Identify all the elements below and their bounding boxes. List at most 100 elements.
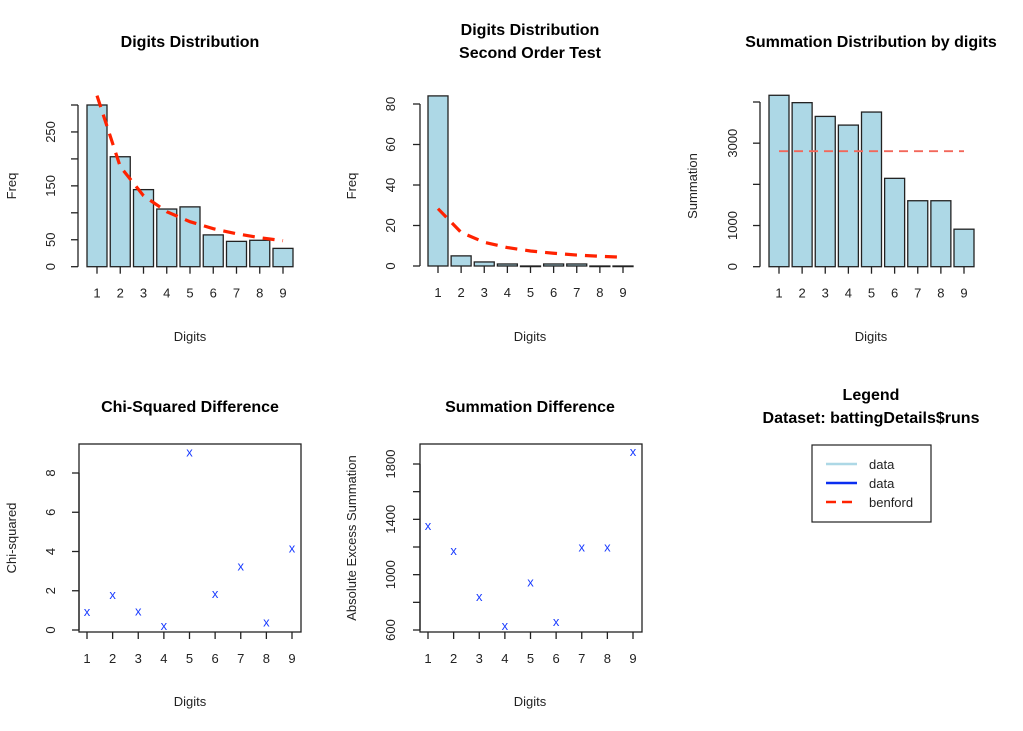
- x-tick-label: 6: [212, 651, 219, 666]
- x-tick-label: 9: [279, 286, 286, 301]
- bar-digit-3: [132, 188, 155, 268]
- x-tick-label: 7: [914, 286, 921, 301]
- bar-digit-5: [860, 111, 883, 268]
- x-tick-label: 1: [83, 651, 90, 666]
- bar-digit-1: [86, 104, 108, 268]
- chart-title: Chi-Squared Difference: [101, 399, 279, 416]
- x-tick-label: 5: [527, 651, 534, 666]
- x-tick-label: 6: [210, 286, 217, 301]
- chi-squared-panel: Chi-Squared Difference Digits Chi-square…: [4, 399, 302, 709]
- bar-digit-6: [883, 177, 906, 268]
- bar-digit-4: [837, 124, 860, 268]
- point-digit-9: x: [289, 540, 296, 555]
- point-digit-2: x: [450, 543, 457, 558]
- x-tick-label: 8: [604, 651, 611, 666]
- x-axis: 1 2 3 4 5 6 7 8 9: [434, 266, 627, 300]
- point-digit-5: x: [186, 445, 193, 460]
- bars: [86, 104, 294, 268]
- point-digit-4: x: [161, 618, 168, 633]
- point-digit-5: x: [527, 574, 534, 589]
- y-tick-label: 4: [43, 548, 58, 555]
- y-axis-label: Summation: [685, 153, 700, 219]
- bar-digit-9: [953, 228, 975, 268]
- summation-difference-panel: Summation Difference Digits Absolute Exc…: [344, 399, 643, 709]
- x-tick-label: 3: [476, 651, 483, 666]
- bars: [427, 95, 634, 268]
- points: x x x x x x x x x: [84, 445, 296, 634]
- x-tick-label: 5: [186, 651, 193, 666]
- point-digit-8: x: [263, 614, 270, 629]
- legend-item: data: [826, 476, 895, 491]
- bar-digit-8: [589, 265, 611, 268]
- x-tick-label: 8: [263, 651, 270, 666]
- x-axis: 1 2 3 4 5 6 7 8 9: [775, 266, 968, 301]
- point-digit-6: x: [212, 586, 219, 601]
- x-tick-label: 7: [573, 285, 580, 300]
- bar-digit-7: [225, 240, 248, 268]
- x-tick-label: 2: [458, 285, 465, 300]
- y-tick-label: 0: [43, 626, 58, 633]
- y-tick-label: 0: [383, 262, 398, 269]
- y-tick-label: 150: [43, 175, 58, 197]
- y-tick-label: 50: [43, 233, 58, 247]
- second-order-panel: Digits Distribution Second Order Test Di…: [344, 22, 634, 344]
- points: x x x x x x x x x: [425, 444, 637, 633]
- legend-label: data: [869, 457, 895, 472]
- x-axis: 1 2 3 4 5 6 7 8 9: [83, 632, 296, 666]
- digits-distribution-panel: Digits Distribution Digits Freq 0 50 150 25…: [4, 34, 294, 344]
- x-tick-label: 9: [288, 651, 295, 666]
- x-tick-label: 1: [775, 286, 782, 301]
- y-axis: 0 50 150 250: [43, 104, 79, 270]
- x-axis-label: Digits: [174, 329, 207, 344]
- bar-digit-9: [272, 247, 294, 268]
- y-tick-label: 250: [43, 121, 58, 143]
- benford-expected-line: [436, 207, 624, 259]
- point-digit-2: x: [109, 587, 116, 602]
- bar-digit-2: [791, 102, 813, 268]
- y-axis: 0 2 4 6 8: [43, 469, 80, 634]
- benford-expected-line: [95, 95, 284, 243]
- x-tick-label: 8: [256, 286, 263, 301]
- bar-digit-2: [109, 156, 131, 268]
- x-tick-label: 2: [109, 651, 116, 666]
- point-digit-1: x: [425, 518, 432, 533]
- y-axis-label: Chi-squared: [4, 503, 19, 574]
- bars: [768, 94, 975, 268]
- chart-title: Digits Distribution: [121, 34, 260, 51]
- y-tick-label: 600: [383, 619, 398, 641]
- x-tick-label: 4: [504, 285, 511, 300]
- x-tick-label: 8: [596, 285, 603, 300]
- y-axis: 0 1000 3000: [725, 101, 761, 270]
- legend-label: data: [869, 476, 895, 491]
- x-tick-label: 9: [960, 286, 967, 301]
- bar-digit-5: [179, 206, 201, 268]
- x-tick-label: 6: [550, 285, 557, 300]
- y-tick-label: 8: [43, 469, 58, 476]
- x-tick-label: 2: [799, 286, 806, 301]
- point-digit-7: x: [579, 540, 586, 555]
- legend-item: benford: [826, 495, 913, 510]
- y-axis-label: Freq: [344, 173, 359, 200]
- legend-panel: Legend Dataset: battingDetails$runs data…: [763, 387, 980, 523]
- bar-digit-7: [907, 200, 929, 268]
- x-tick-label: 5: [527, 285, 534, 300]
- chart-title: Summation Distribution by digits: [745, 34, 997, 51]
- y-tick-label: 1400: [383, 505, 398, 534]
- x-axis: 1 2 3 4 5 6 7 8 9: [424, 632, 637, 666]
- x-tick-label: 3: [481, 285, 488, 300]
- y-tick-label: 2: [43, 587, 58, 594]
- chart-subtitle: Second Order Test: [459, 45, 602, 62]
- bar-digit-8: [249, 239, 271, 268]
- chart-title: Summation Difference: [445, 399, 615, 416]
- y-tick-label: 0: [43, 263, 58, 270]
- x-tick-label: 7: [233, 286, 240, 301]
- y-axis-label: Freq: [4, 173, 19, 200]
- x-tick-label: 9: [619, 285, 626, 300]
- x-tick-label: 6: [891, 286, 898, 301]
- x-tick-label: 5: [868, 286, 875, 301]
- point-digit-7: x: [238, 559, 245, 574]
- point-digit-6: x: [553, 614, 560, 629]
- bar-digit-6: [542, 263, 565, 267]
- x-tick-label: 1: [93, 286, 100, 301]
